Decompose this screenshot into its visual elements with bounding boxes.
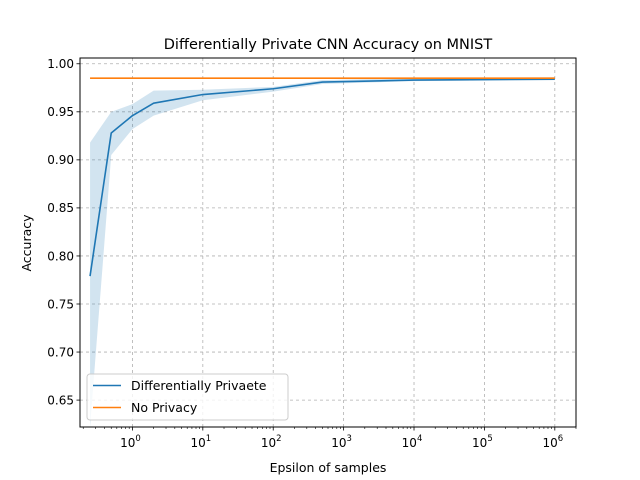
legend: Differentially Privaete No Privacy: [86, 373, 289, 421]
x-tick-label-exponent: 5: [487, 434, 492, 444]
x-tick-label-base: 10: [120, 436, 135, 450]
x-tick-label-exponent: 2: [276, 434, 281, 444]
confidence-band-layer: [90, 77, 555, 427]
legend-label-no-privacy: No Privacy: [131, 400, 198, 415]
x-tick-label: 102: [261, 434, 282, 450]
y-tick-label: 0.95: [47, 105, 74, 119]
x-tick-label: 103: [331, 434, 352, 450]
y-tick-label: 0.90: [47, 153, 74, 167]
legend-box: [86, 373, 289, 421]
y-axis-label: Accuracy: [19, 214, 34, 272]
x-tick-label: 105: [472, 434, 493, 450]
series-lines-layer: [89, 77, 555, 277]
x-tick-label-exponent: 4: [417, 434, 422, 444]
x-tick-label-base: 10: [190, 436, 205, 450]
grid-lines: [80, 58, 576, 427]
x-tick-label-exponent: 0: [135, 434, 140, 444]
legend-label-differentially-private: Differentially Privaete: [131, 378, 267, 393]
x-tick-label-exponent: 1: [206, 434, 211, 444]
y-tick-label: 0.80: [47, 249, 74, 263]
x-tick-label-exponent: 6: [558, 434, 563, 444]
y-tick-label: 1.00: [47, 57, 74, 71]
x-tick-label-exponent: 3: [347, 434, 352, 444]
confidence-band-series-0: [90, 77, 555, 427]
x-tick-label-base: 10: [472, 436, 487, 450]
x-tick-label-base: 10: [331, 436, 346, 450]
y-tick-label: 0.70: [47, 345, 74, 359]
x-tick-label: 104: [402, 434, 423, 450]
x-tick-label: 106: [542, 434, 563, 450]
chart-title: Differentially Private CNN Accuracy on M…: [164, 37, 493, 53]
x-tick-label-base: 10: [402, 436, 417, 450]
y-tick-label: 0.85: [47, 201, 74, 215]
y-tick-label: 0.75: [47, 297, 74, 311]
x-tick-label: 100: [120, 434, 141, 450]
x-tick-label-base: 10: [542, 436, 557, 450]
x-tick-label: 101: [190, 434, 211, 450]
y-tick-label: 0.65: [47, 393, 74, 407]
x-axis-label: Epsilon of samples: [270, 460, 387, 475]
x-tick-label-base: 10: [261, 436, 276, 450]
series-line-0: [89, 78, 555, 277]
